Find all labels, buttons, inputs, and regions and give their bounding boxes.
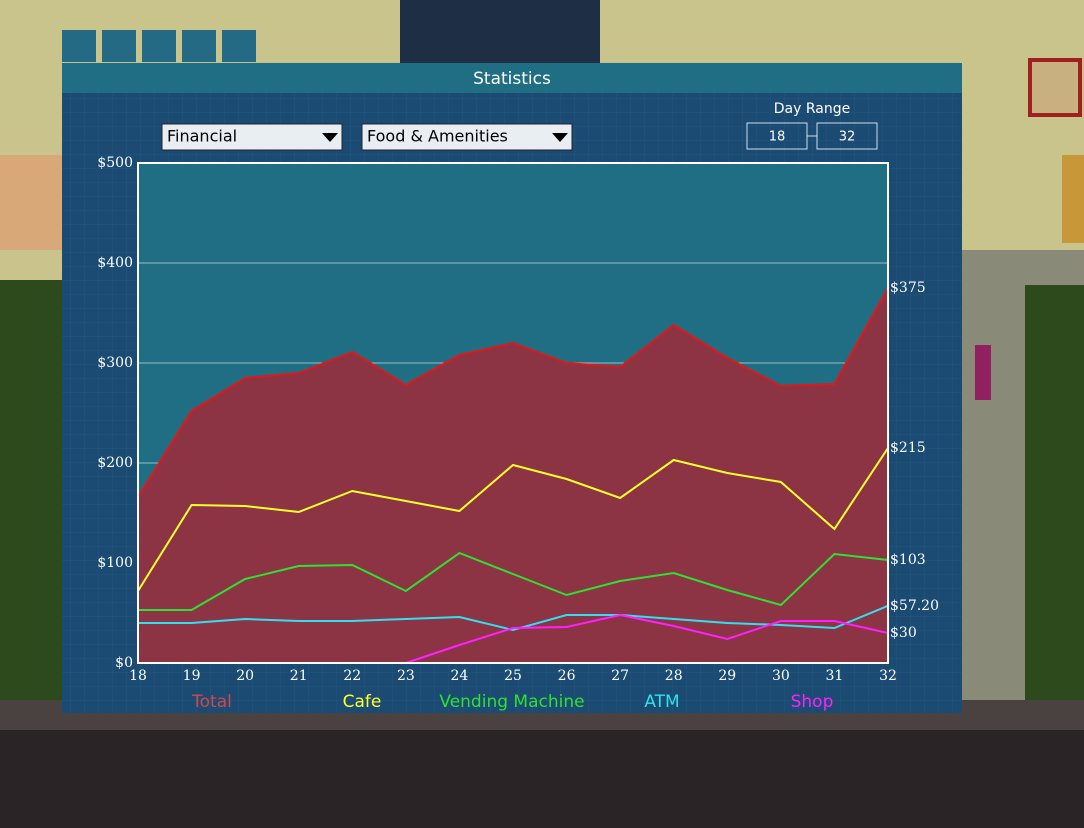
legend-entry: ATM bbox=[644, 692, 679, 712]
x-tick-label: 21 bbox=[290, 668, 308, 684]
furniture bbox=[1062, 155, 1084, 243]
furniture bbox=[1028, 58, 1082, 117]
x-tick-label: 23 bbox=[397, 668, 415, 684]
grass bbox=[0, 280, 62, 700]
end-label: $30 bbox=[890, 625, 917, 641]
icon-stats[interactable] bbox=[102, 30, 136, 62]
icon-bank[interactable] bbox=[142, 30, 176, 62]
dropdown-arrow bbox=[552, 133, 568, 142]
toolbar bbox=[62, 30, 256, 62]
y-tick-label: $300 bbox=[97, 355, 133, 371]
end-label: $103 bbox=[890, 552, 926, 568]
series-line bbox=[137, 287, 889, 498]
legend-entry: Shop bbox=[791, 692, 834, 712]
plot bbox=[137, 162, 889, 664]
road bbox=[0, 730, 1084, 828]
end-label: $215 bbox=[890, 440, 926, 456]
x-tick-label: 29 bbox=[718, 668, 736, 684]
icon-finance[interactable] bbox=[62, 30, 96, 62]
x-tick-label: 25 bbox=[504, 668, 522, 684]
dropdown[interactable] bbox=[161, 123, 343, 151]
end-label: $57.20 bbox=[890, 598, 939, 614]
legend-entry: Vending Machine bbox=[439, 692, 584, 712]
legend-entry: Total bbox=[191, 692, 232, 712]
series-line bbox=[405, 613, 889, 664]
day-to-box[interactable] bbox=[816, 122, 878, 150]
x-tick-label: 18 bbox=[129, 668, 147, 684]
x-tick-label: 30 bbox=[772, 668, 790, 684]
title-bar bbox=[62, 63, 962, 93]
x-tick-label: 28 bbox=[665, 668, 683, 684]
x-tick-label: 31 bbox=[826, 668, 844, 684]
end-label: $375 bbox=[890, 280, 926, 296]
plot-frame bbox=[137, 162, 889, 664]
icon-tv[interactable] bbox=[222, 30, 256, 62]
x-tick-label: 32 bbox=[879, 668, 897, 684]
series-line bbox=[138, 604, 889, 632]
y-tick-label: $500 bbox=[97, 155, 133, 171]
window-title: Statistics bbox=[473, 69, 551, 89]
icon-staff[interactable] bbox=[182, 30, 216, 62]
series-line bbox=[138, 551, 889, 611]
area bbox=[138, 288, 888, 663]
legend-entry: Cafe bbox=[343, 692, 382, 712]
dropdown-label: Financial bbox=[167, 127, 237, 146]
x-tick-label: 24 bbox=[451, 668, 469, 684]
day-to: 32 bbox=[839, 130, 856, 145]
day-range-label: Day Range bbox=[774, 101, 850, 117]
dropdown-label: Food & Amenities bbox=[367, 127, 508, 146]
x-tick-label: 19 bbox=[183, 668, 201, 684]
series-line bbox=[137, 447, 889, 592]
x-tick-label: 22 bbox=[343, 668, 361, 684]
y-tick-label: $200 bbox=[97, 455, 133, 471]
dropdown[interactable] bbox=[361, 123, 573, 151]
y-tick-label: $0 bbox=[115, 655, 133, 671]
tiles bbox=[0, 155, 62, 250]
day-from: 18 bbox=[769, 130, 786, 145]
furniture bbox=[975, 345, 991, 400]
x-tick-label: 26 bbox=[558, 668, 576, 684]
x-tick-label: 27 bbox=[611, 668, 629, 684]
y-tick-label: $400 bbox=[97, 255, 133, 271]
grass bbox=[1025, 285, 1084, 700]
dropdown-arrow bbox=[322, 133, 338, 142]
x-tick-label: 20 bbox=[236, 668, 254, 684]
y-tick-label: $100 bbox=[97, 555, 133, 571]
doorway bbox=[400, 0, 600, 63]
